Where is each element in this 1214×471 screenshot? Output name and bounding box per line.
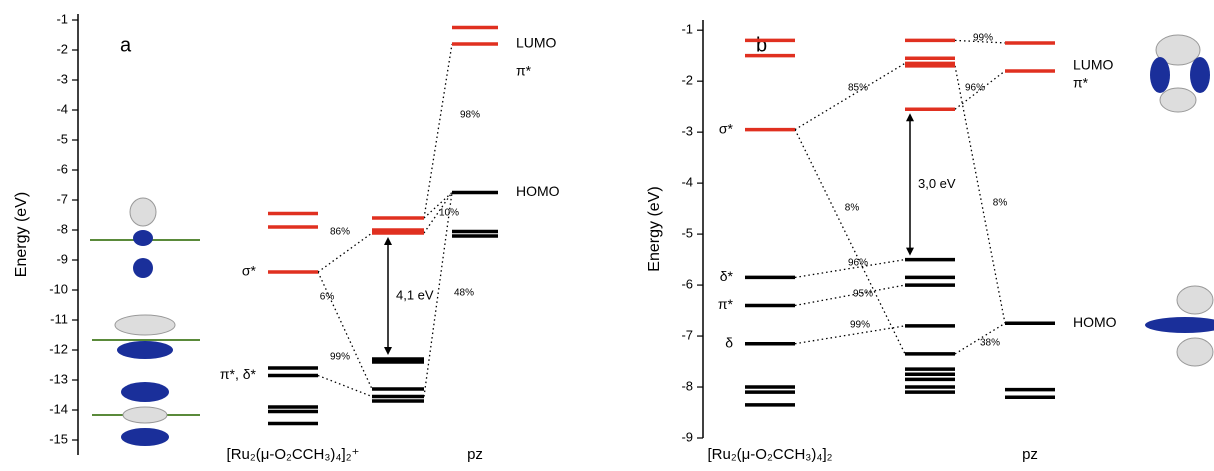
y-tick-label: -4	[56, 101, 68, 116]
percentage: 8%	[845, 203, 860, 214]
correlation-line	[794, 258, 906, 279]
column-label: pz	[467, 446, 483, 463]
level-label: π*	[718, 296, 734, 312]
column-label: [Ru₂(μ-O₂CCH₃)₄]₂	[707, 446, 832, 463]
y-tick-label: -2	[56, 41, 68, 56]
gap-label: 4,1 eV	[396, 287, 434, 302]
correlation-line	[954, 322, 1006, 355]
y-tick-label: -6	[56, 161, 68, 176]
y-tick-label: -1	[681, 22, 693, 37]
molecule-images	[90, 34, 1214, 446]
y-tick-label: -4	[681, 175, 693, 190]
panel: -1 -2 -3 -4 -5 -6 -7 -8 -9 Energy (eV) b [Ru₂(μ-O₂C…	[646, 20, 1117, 463]
orbital-delta	[92, 382, 200, 446]
gap-label: 3,0 eV	[918, 176, 956, 191]
level-label: σ*	[719, 120, 734, 136]
panel-label: a	[120, 34, 132, 56]
level-label: HOMO	[1073, 314, 1117, 330]
y-tick-label: -11	[50, 311, 68, 326]
level-label: LUMO	[516, 35, 557, 51]
correlation-line	[423, 192, 453, 219]
percentage: 38%	[980, 338, 1000, 349]
correlation-line	[317, 374, 373, 398]
y-tick-label: -7	[56, 191, 68, 206]
percentage: 48%	[454, 288, 474, 299]
y-tick-label: -5	[56, 131, 68, 146]
level-label: δ	[725, 334, 733, 350]
orbital-pi-delta	[92, 314, 200, 359]
level-label: HOMO	[516, 183, 560, 199]
correlation-line	[794, 62, 906, 131]
percentage: 95%	[853, 289, 873, 300]
panel-label: b	[756, 34, 767, 56]
panel: -1 -2 -3 -4 -5 -6 -7 -8 -9 -10 -11 -12 -13 -14 -15 Ener…	[13, 11, 559, 463]
percentage: 6%	[320, 292, 335, 303]
percentage: 86%	[330, 227, 350, 238]
percentage: 99%	[850, 320, 870, 331]
y-tick-label: -3	[56, 71, 68, 86]
percentage: 96%	[848, 258, 868, 269]
y-tick-label: -8	[56, 221, 68, 236]
arrow-head	[906, 247, 914, 256]
level-label: LUMO	[1073, 57, 1114, 73]
level-label: δ*	[720, 268, 734, 284]
level-label: π*	[516, 63, 532, 79]
percentage: 96%	[965, 83, 985, 94]
y-tick-label: -2	[681, 73, 693, 88]
orbital-lumo	[1150, 34, 1210, 113]
level-label: π*, δ*	[220, 366, 257, 382]
y-axis-label: Energy (eV)	[646, 186, 663, 271]
percentage: 8%	[993, 198, 1008, 209]
y-tick-label: -8	[681, 378, 693, 393]
column-label: pz	[1022, 446, 1038, 463]
level-label: π*	[1073, 75, 1089, 91]
y-tick-label: -10	[49, 281, 68, 296]
arrow-head	[384, 237, 392, 245]
percentage: 99%	[330, 352, 350, 363]
percentage: 98%	[460, 110, 480, 121]
y-tick-label: -15	[49, 431, 68, 446]
correlation-line	[794, 129, 906, 355]
arrow-head	[906, 113, 914, 122]
correlation-line	[954, 39, 1006, 44]
y-tick-label: -9	[56, 251, 68, 266]
y-tick-label: -3	[681, 124, 693, 139]
correlation-line	[794, 325, 906, 345]
column-label: [Ru₂(μ-O₂CCH₃)₄]₂⁺	[227, 446, 360, 463]
correlation-line	[794, 284, 906, 307]
percentage: 99%	[973, 33, 993, 44]
correlation-line	[317, 271, 373, 390]
y-tick-label: -1	[56, 11, 68, 26]
correlation-line	[423, 192, 453, 234]
percentage: 10%	[439, 208, 459, 219]
correlation-line	[954, 70, 1006, 110]
y-axis-label: Energy (eV)	[13, 192, 30, 277]
level-label: σ*	[242, 263, 257, 279]
y-tick-label: -14	[49, 401, 68, 416]
y-tick-label: -12	[49, 341, 68, 356]
orbital-sigma	[90, 197, 200, 278]
orbital-homo	[1145, 285, 1214, 367]
y-tick-label: -7	[681, 327, 693, 342]
correlation-line	[423, 192, 453, 397]
percentage: 85%	[848, 83, 868, 94]
y-tick-label: -5	[681, 226, 693, 241]
y-tick-label: -6	[681, 277, 693, 292]
y-tick-label: -9	[681, 429, 693, 444]
correlation-line	[954, 65, 1006, 324]
y-tick-label: -13	[49, 371, 68, 386]
arrow-head	[384, 347, 392, 355]
